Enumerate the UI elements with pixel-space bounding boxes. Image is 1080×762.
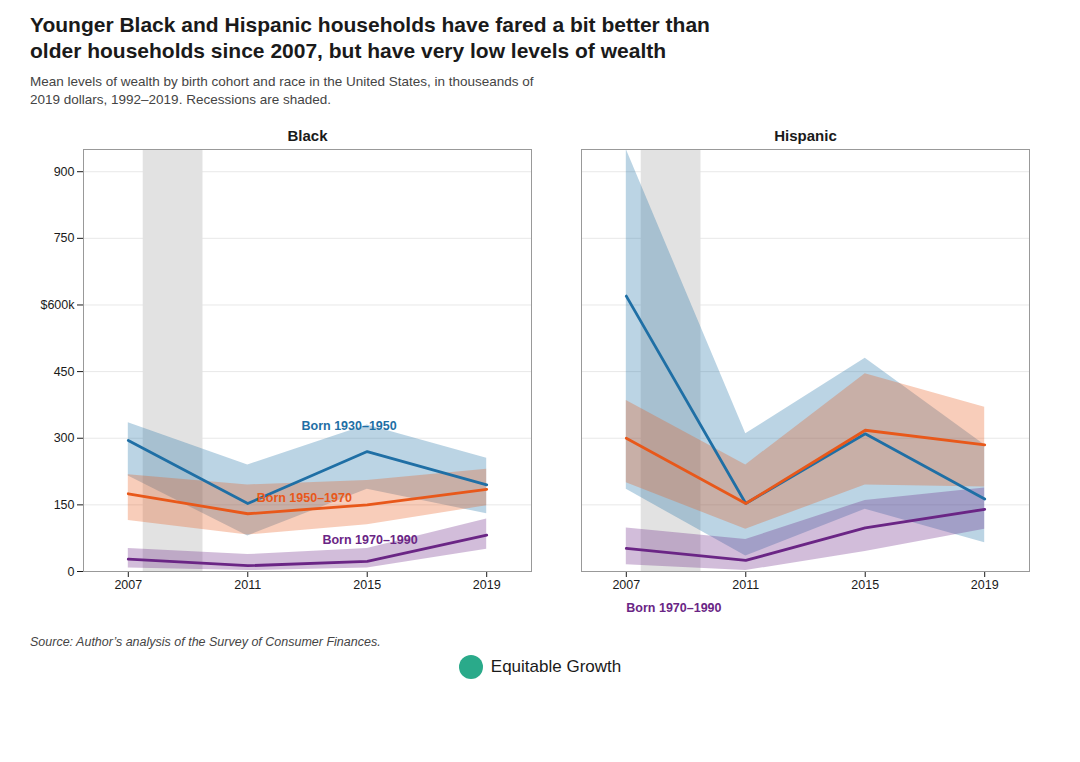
svg-text:Black: Black: [287, 126, 328, 143]
html-text:Equitable Growth: Equitable Growth: [490, 656, 622, 676]
svg-text:0: 0: [68, 564, 75, 578]
svg-text:150: 150: [54, 498, 75, 512]
svg-text:2015: 2015: [353, 578, 381, 592]
html-text:Younger Black and Hispanic hou: Younger Black and Hispanic households ha…: [30, 13, 710, 63]
svg-text:2007: 2007: [612, 578, 640, 592]
svg-text:300: 300: [54, 431, 75, 445]
svg-text:750: 750: [54, 231, 75, 245]
svg-text:2015: 2015: [851, 578, 879, 592]
svg-text:2011: 2011: [234, 578, 261, 592]
svg-text:2019: 2019: [473, 578, 501, 592]
svg-text:Born 1930–1950: Born 1930–1950: [302, 419, 397, 433]
svg-text:Born 1970–1990: Born 1970–1990: [322, 533, 417, 547]
svg-text:2011: 2011: [732, 578, 759, 592]
svg-text:900: 900: [54, 165, 75, 179]
svg-text:450: 450: [54, 365, 75, 379]
svg-text:2007: 2007: [114, 578, 142, 592]
svg-text:Born 1950–1970: Born 1950–1970: [257, 491, 352, 505]
html-text:Source: Author’s analysis of t: Source: Author’s analysis of the Survey …: [30, 634, 381, 649]
svg-text:2019: 2019: [971, 578, 999, 592]
svg-text:$600k: $600k: [40, 298, 75, 312]
svg-text:Born 1970–1990: Born 1970–1990: [626, 601, 721, 615]
html-text:Mean levels of wealth by birth: Mean levels of wealth by birth cohort an…: [30, 73, 534, 107]
svg-text:Hispanic: Hispanic: [774, 126, 837, 143]
